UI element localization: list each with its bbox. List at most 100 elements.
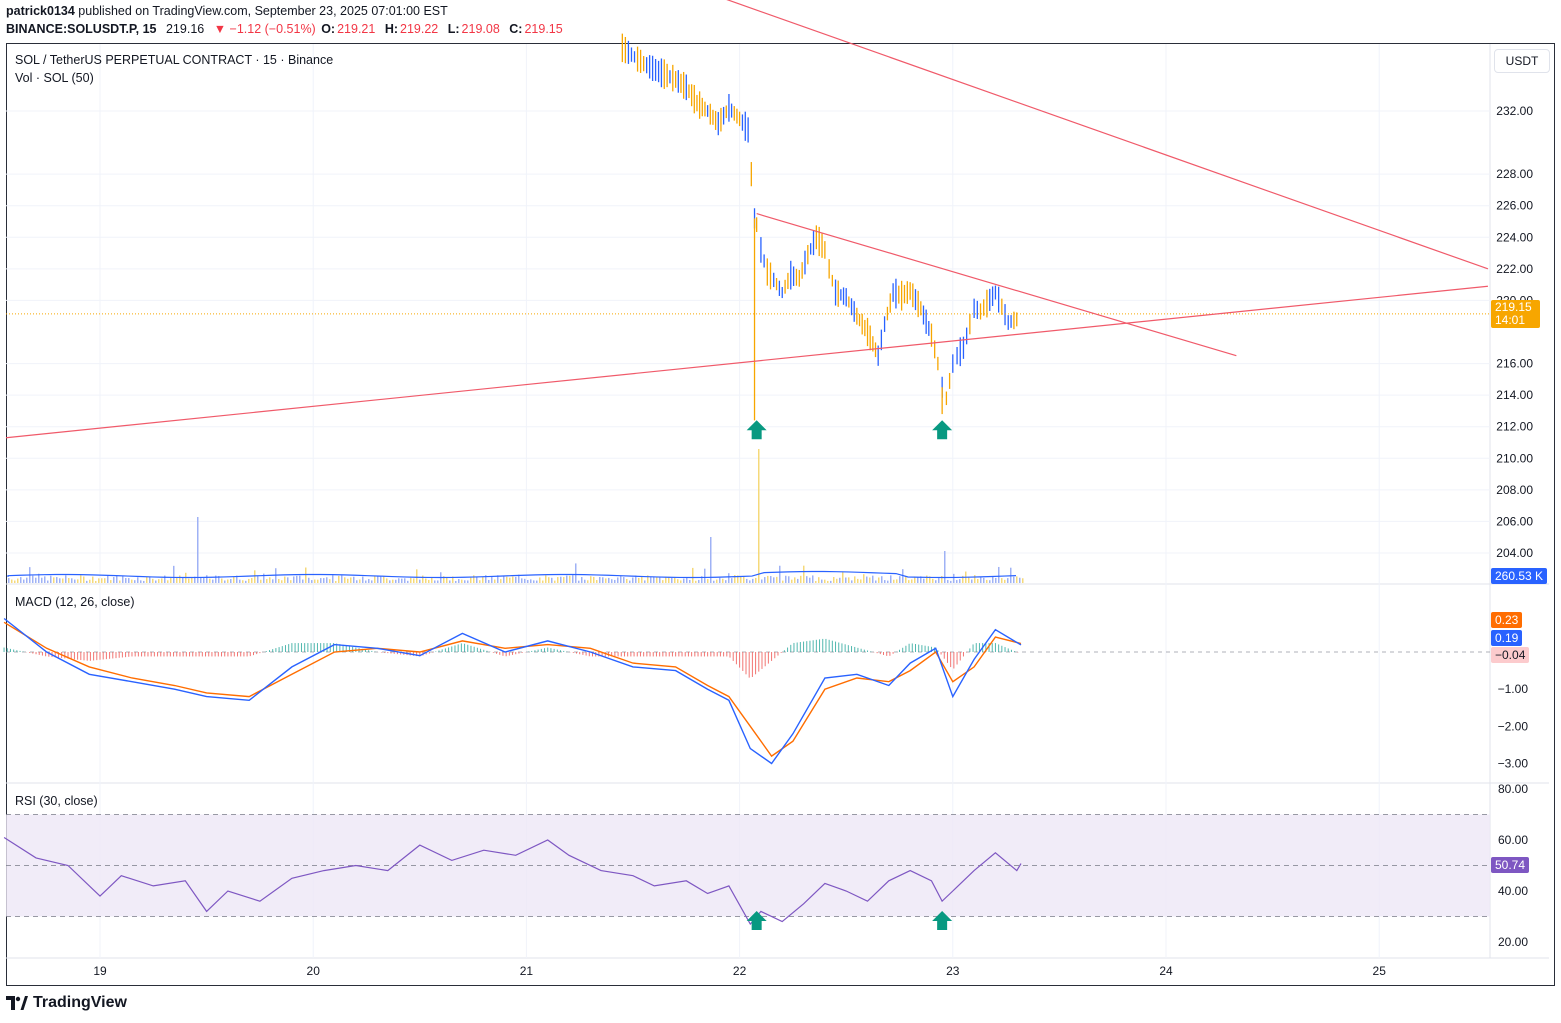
price-change: ▼ −1.12 (−0.51%) [213,22,316,36]
volume-bar [473,575,475,583]
time-tick-label: 19 [93,964,107,978]
volume-bar [230,579,232,583]
volume-bar [593,576,595,583]
publish-info: patrick0134 published on TradingView.com… [6,4,448,18]
close-value: 219.15 [524,22,563,36]
volume-bar [869,577,871,583]
volume-bar [626,578,628,583]
volume-bar [509,577,511,583]
volume-bar [941,576,943,583]
volume-bar [68,578,70,583]
volume-bar [824,579,826,583]
volume-bar [59,578,61,583]
volume-bar [596,580,598,583]
volume-bar [554,580,556,583]
volume-bar [263,573,265,583]
volume-bar [788,576,790,583]
volume-bar [563,577,565,583]
volume-bar [365,580,367,583]
volume-bar [80,575,82,583]
rsi-tick-label: 80.00 [1498,782,1528,796]
volume-bar [32,575,34,583]
volume-bar [767,575,769,583]
macd-legend[interactable]: MACD (12, 26, close) [15,595,135,609]
volume-bar [857,578,859,583]
volume-bar [638,577,640,583]
volume-bar [623,577,625,583]
rsi-legend[interactable]: RSI (30, close) [15,794,98,808]
volume-bar [881,576,883,583]
volume-bar [269,577,271,583]
main-legend-title[interactable]: SOL / TetherUS PERPETUAL CONTRACT · 15 ·… [15,53,334,67]
volume-bar [290,580,292,583]
volume-bar [479,580,481,583]
volume-bar [665,576,667,583]
volume-bar [860,579,862,583]
volume-legend[interactable]: Vol · SOL (50) [15,71,94,85]
volume-bar [353,576,355,583]
volume-bar [437,580,439,583]
volume-bar [215,575,217,583]
volume-bar [74,579,76,583]
price-tick-label: 228.00 [1496,167,1533,181]
volume-bar [773,577,775,583]
volume-bar [344,577,346,583]
volume-bar [842,571,844,583]
volume-bar [899,576,901,583]
volume-bar [422,575,424,583]
volume-bar [821,579,823,583]
volume-ma-label: 260.53 K [1491,568,1548,584]
volume-bar [380,576,382,583]
rsi-line [3,836,1022,926]
volume-bar [146,576,148,583]
volume-bar [251,578,253,583]
volume-bar [278,578,280,583]
volume-bar [905,575,907,583]
volume-bar [770,576,772,583]
volume-bar [317,579,319,583]
symbol-name: BINANCE:SOLUSDT.P, 15 [6,22,157,36]
volume-bar [620,575,622,583]
volume-bar [305,567,307,583]
volume-bar [635,575,637,583]
volume-bar [959,579,961,583]
volume-bar [587,580,589,583]
time-tick-label: 24 [1159,964,1173,978]
volume-bar [17,578,19,583]
volume-bar [605,578,607,583]
volume-bar [476,577,478,583]
volume-bar [107,575,109,583]
volume-bar [1013,576,1015,583]
volume-bar [863,574,865,583]
volume-bar [590,576,592,583]
volume-bar [734,575,736,583]
macd-line-label: 0.19 [1491,630,1523,646]
volume-bar [818,577,820,583]
volume-bar [368,579,370,583]
volume-bar [179,575,181,583]
volume-bar [95,580,97,583]
symbol-info: BINANCE:SOLUSDT.P, 15 219.16 ▼ −1.12 (−0… [6,22,569,36]
volume-bar [128,578,130,583]
volume-bar [83,576,85,583]
trendline-triangle-resistance [756,213,1237,357]
volume-bar [866,576,868,583]
volume-bar [446,577,448,583]
volume-bar [680,580,682,583]
volume-bar [713,580,715,583]
volume-bar [584,579,586,583]
currency-button[interactable]: USDT [1494,49,1550,73]
volume-bar [914,577,916,583]
volume-bar [875,580,877,583]
close-label: C: [509,22,523,36]
volume-bar [401,578,403,583]
low-label: L: [447,22,460,36]
time-tick-label: 23 [946,964,960,978]
volume-bar [428,579,430,583]
volume-bar [113,577,115,583]
volume-bar [779,565,781,583]
volume-bar [677,579,679,583]
volume-bar [530,579,532,583]
volume-bar [407,580,409,583]
